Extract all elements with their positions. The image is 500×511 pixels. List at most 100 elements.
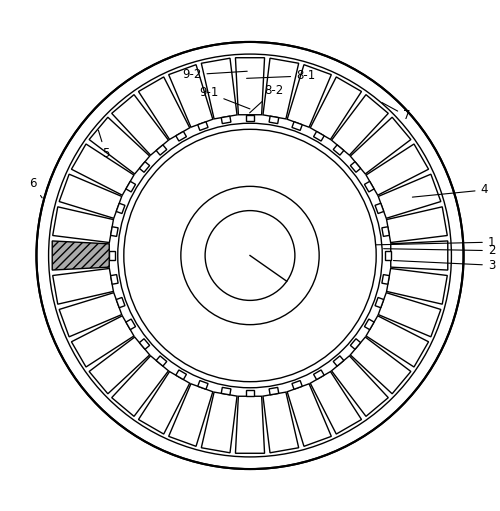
Polygon shape <box>138 371 190 434</box>
Polygon shape <box>166 307 212 356</box>
Polygon shape <box>375 203 384 214</box>
Polygon shape <box>350 161 360 172</box>
Polygon shape <box>246 374 254 379</box>
Polygon shape <box>350 117 411 174</box>
Polygon shape <box>193 361 202 369</box>
Polygon shape <box>59 293 122 337</box>
Text: 9-1: 9-1 <box>199 86 250 109</box>
Polygon shape <box>390 241 448 270</box>
Polygon shape <box>272 134 281 141</box>
Polygon shape <box>355 198 363 207</box>
Polygon shape <box>89 117 150 174</box>
Polygon shape <box>138 193 188 233</box>
Polygon shape <box>386 268 448 304</box>
Polygon shape <box>202 392 237 453</box>
Polygon shape <box>263 58 298 119</box>
Polygon shape <box>246 390 254 396</box>
Polygon shape <box>364 278 372 287</box>
Polygon shape <box>137 304 145 313</box>
Polygon shape <box>140 339 149 350</box>
Polygon shape <box>333 356 344 366</box>
Polygon shape <box>212 137 244 185</box>
Polygon shape <box>128 278 136 287</box>
Polygon shape <box>332 356 388 416</box>
Polygon shape <box>314 370 324 380</box>
Polygon shape <box>188 318 227 367</box>
Polygon shape <box>321 156 330 166</box>
Polygon shape <box>375 297 384 308</box>
Polygon shape <box>288 155 334 204</box>
Polygon shape <box>212 326 244 374</box>
Polygon shape <box>272 370 281 377</box>
Polygon shape <box>132 262 180 294</box>
Polygon shape <box>198 381 208 389</box>
Text: 6: 6 <box>29 177 42 198</box>
Polygon shape <box>324 243 368 268</box>
Polygon shape <box>287 384 332 446</box>
Polygon shape <box>112 95 168 155</box>
Polygon shape <box>366 144 428 195</box>
Circle shape <box>48 54 452 457</box>
Polygon shape <box>350 339 360 350</box>
Polygon shape <box>312 193 362 233</box>
Polygon shape <box>246 132 254 137</box>
Polygon shape <box>202 58 237 119</box>
Polygon shape <box>246 115 254 121</box>
Polygon shape <box>222 116 231 124</box>
Polygon shape <box>188 144 227 193</box>
Polygon shape <box>332 95 388 155</box>
Polygon shape <box>364 181 374 192</box>
Text: 4: 4 <box>412 183 488 197</box>
Polygon shape <box>292 381 302 389</box>
Polygon shape <box>218 134 228 141</box>
Polygon shape <box>110 227 118 237</box>
Text: 2: 2 <box>384 244 496 257</box>
Circle shape <box>205 211 295 300</box>
Polygon shape <box>112 356 168 416</box>
Polygon shape <box>72 316 134 367</box>
Polygon shape <box>132 217 180 249</box>
Polygon shape <box>364 224 372 233</box>
Polygon shape <box>340 327 349 336</box>
Polygon shape <box>382 274 390 284</box>
Polygon shape <box>59 174 122 218</box>
Circle shape <box>36 42 464 469</box>
Polygon shape <box>132 243 176 268</box>
Polygon shape <box>382 227 390 237</box>
Polygon shape <box>287 65 332 127</box>
Polygon shape <box>128 224 136 233</box>
Polygon shape <box>350 337 411 394</box>
Polygon shape <box>126 181 136 192</box>
Polygon shape <box>310 77 362 140</box>
Polygon shape <box>340 175 349 184</box>
Polygon shape <box>89 337 150 394</box>
Polygon shape <box>140 161 149 172</box>
Polygon shape <box>378 293 441 337</box>
Polygon shape <box>193 142 202 150</box>
Text: 5: 5 <box>98 130 110 160</box>
Polygon shape <box>156 145 167 155</box>
Polygon shape <box>52 241 110 270</box>
Polygon shape <box>269 387 278 395</box>
Polygon shape <box>238 137 262 181</box>
Polygon shape <box>292 122 302 130</box>
Polygon shape <box>126 251 132 260</box>
Polygon shape <box>364 319 374 330</box>
Polygon shape <box>110 274 118 284</box>
Polygon shape <box>116 203 125 214</box>
Polygon shape <box>302 172 350 217</box>
Polygon shape <box>236 58 264 115</box>
Polygon shape <box>150 294 198 339</box>
Circle shape <box>124 129 376 382</box>
Polygon shape <box>273 144 312 193</box>
Polygon shape <box>366 316 428 367</box>
Polygon shape <box>168 384 213 446</box>
Polygon shape <box>170 345 179 355</box>
Polygon shape <box>298 142 307 150</box>
Polygon shape <box>138 278 188 318</box>
Polygon shape <box>273 318 312 367</box>
Polygon shape <box>218 370 228 377</box>
Polygon shape <box>378 174 441 218</box>
Polygon shape <box>288 307 334 356</box>
Polygon shape <box>166 155 212 204</box>
